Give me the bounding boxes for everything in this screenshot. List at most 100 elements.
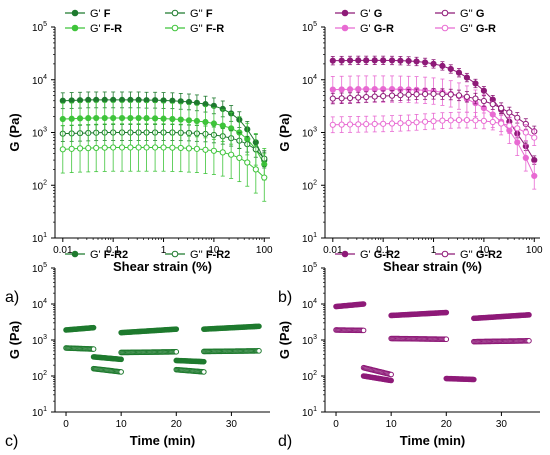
data-point: [118, 96, 126, 103]
panel-a-strain-sweep: 101 102 103 104 105 0.01 0.1 1 10 100 Shear strain…: [5, 8, 273, 306]
data-point: [531, 172, 538, 180]
data-point: [480, 117, 487, 124]
data-point: [498, 105, 505, 112]
x-axis-label: Time (min): [130, 433, 196, 448]
data-point: [338, 57, 345, 64]
data-point: [463, 74, 471, 81]
data-point: [441, 9, 449, 17]
data-point: [193, 117, 201, 125]
data-point: [173, 349, 180, 355]
data-point: [443, 336, 450, 343]
y-tick-label: 103: [32, 127, 47, 140]
panel-label: d): [278, 433, 292, 450]
legend: G' F-R2 G'' F-R2: [65, 249, 230, 261]
data-point: [472, 95, 479, 102]
x-tick-label: 20: [441, 419, 453, 430]
data-point: [143, 144, 150, 151]
data-point: [380, 57, 387, 64]
data-point: [169, 97, 176, 104]
data-point: [68, 97, 75, 104]
data-point: [355, 121, 362, 128]
legend-entry: G' F-R2: [90, 249, 128, 261]
data-point: [341, 9, 349, 17]
data-point: [160, 97, 167, 104]
data-point: [489, 101, 496, 108]
data-point: [397, 57, 404, 64]
y-tick-label: 104: [302, 298, 317, 311]
data-point: [522, 129, 529, 136]
data-point: [506, 122, 513, 129]
legend-entry: G' G-R2: [360, 249, 400, 261]
data-point: [127, 114, 134, 122]
data-point: [338, 86, 345, 93]
data-point: [360, 327, 367, 334]
data-point: [71, 24, 79, 32]
data-point: [185, 117, 193, 124]
panel-label: a): [5, 289, 19, 306]
data-point: [185, 145, 193, 152]
data-point: [371, 93, 378, 100]
y-tick-label: 101: [32, 406, 47, 419]
data-point: [118, 144, 126, 151]
x-tick-label: 10: [386, 419, 398, 430]
data-point: [252, 166, 259, 173]
data-point: [127, 96, 134, 103]
x-axis-label: Time (min): [400, 433, 466, 448]
data-point: [244, 159, 251, 166]
y-tick-label: 101: [32, 232, 47, 245]
data-point: [110, 144, 117, 151]
series-3: [59, 123, 268, 202]
legend-entry: G' F: [90, 8, 111, 20]
data-point: [441, 250, 449, 258]
data-point: [90, 346, 97, 352]
legend-entry: G' F-R: [90, 23, 122, 35]
data-point: [355, 57, 362, 64]
data-point: [110, 96, 117, 103]
y-axis-label: G (Pa): [7, 113, 22, 151]
data-point: [68, 145, 75, 152]
data-point: [455, 116, 463, 124]
data-point: [151, 115, 159, 122]
data-point: [76, 97, 84, 104]
data-point: [341, 24, 349, 32]
x-tick-label: 0.1: [376, 245, 390, 256]
data-point: [472, 80, 479, 87]
data-point: [185, 98, 193, 106]
x-tick-label: 10: [116, 419, 128, 430]
data-point: [421, 59, 429, 66]
data-point: [471, 376, 477, 383]
legend: G' F G'' F G' F-R G'' F-R: [65, 8, 224, 35]
data-point: [355, 85, 362, 93]
data-point: [455, 92, 463, 99]
data-point: [447, 91, 454, 98]
data-point: [443, 309, 450, 316]
data-point: [219, 149, 226, 156]
x-tick-label: 0.01: [53, 245, 73, 256]
data-point: [101, 96, 108, 103]
data-point: [498, 120, 505, 127]
data-point: [177, 116, 184, 123]
data-point: [151, 97, 159, 104]
series-0: [63, 323, 262, 365]
legend: G' G-R2 G'' G-R2: [335, 249, 502, 261]
data-point: [413, 91, 420, 98]
data-point: [439, 117, 446, 124]
data-point: [135, 114, 142, 122]
data-point: [177, 98, 184, 105]
data-point: [514, 125, 521, 132]
y-tick-label: 103: [302, 127, 317, 140]
data-point: [210, 120, 217, 127]
data-point: [85, 115, 92, 122]
y-tick-label: 105: [32, 21, 47, 34]
data-point: [177, 144, 184, 152]
data-point: [127, 144, 134, 151]
data-point: [371, 120, 378, 128]
data-point: [346, 86, 354, 93]
data-point: [256, 323, 262, 330]
panel-label: b): [278, 289, 292, 306]
data-point: [421, 118, 429, 125]
data-point: [441, 24, 449, 32]
data-point: [363, 85, 370, 93]
x-axis-label: Shear strain (%): [113, 259, 212, 274]
x-tick-label: 1: [161, 245, 167, 256]
